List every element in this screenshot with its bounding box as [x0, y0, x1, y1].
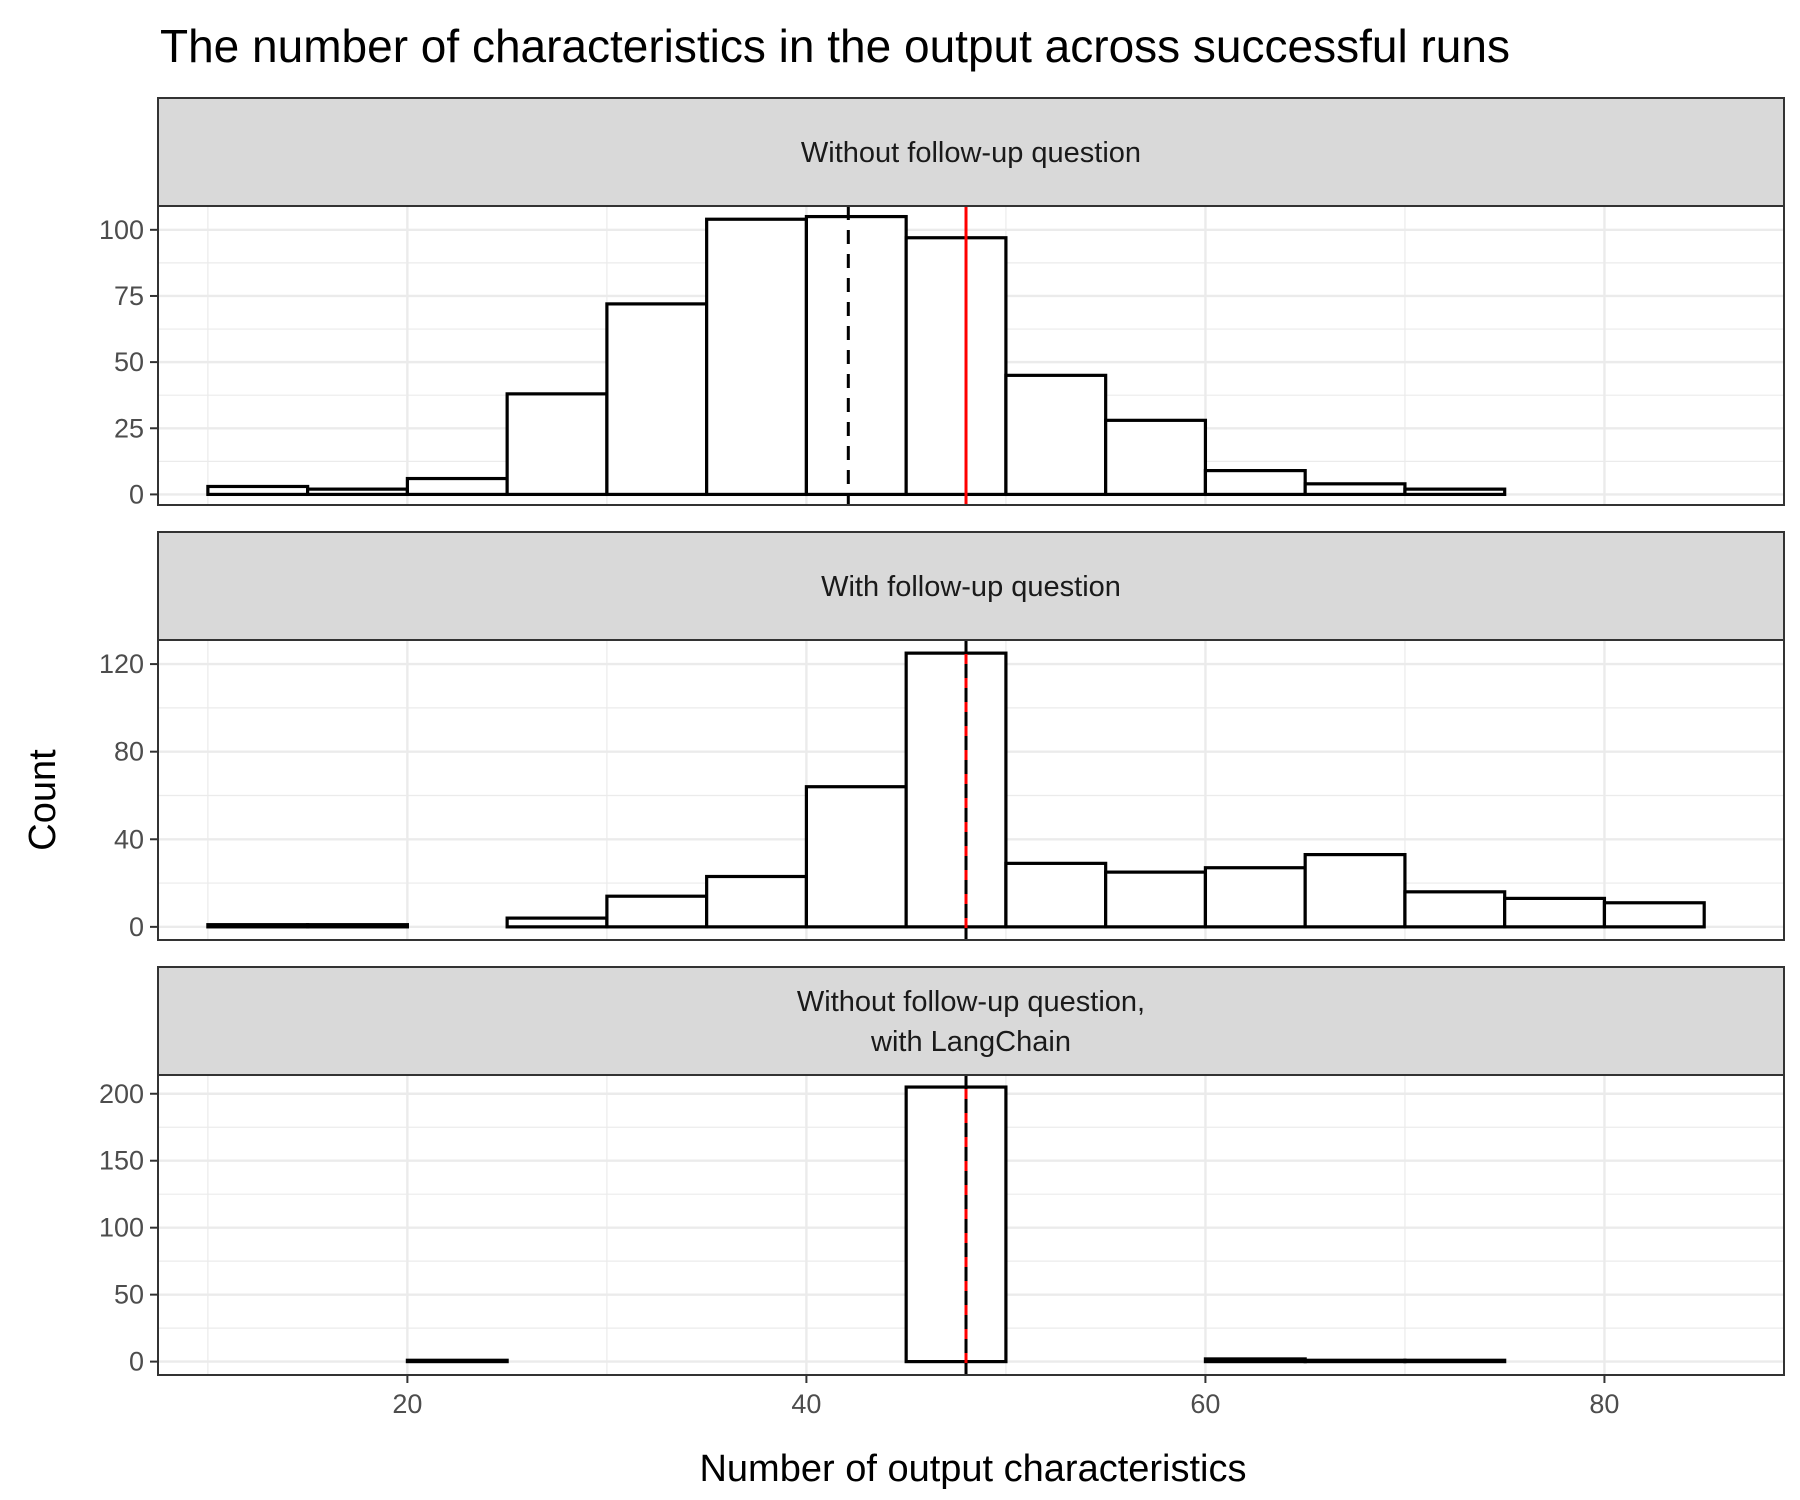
- histogram-bar: [904, 236, 1008, 497]
- x-axis: 20 40 60 80: [392, 1375, 1619, 1419]
- y-tick-label: 0: [129, 479, 144, 509]
- histogram-bar: [605, 894, 709, 929]
- x-tick-label: 20: [392, 1389, 422, 1419]
- histogram-bar: [505, 916, 609, 929]
- histogram-bar: [1303, 1358, 1407, 1364]
- histogram-bar: [1104, 418, 1208, 497]
- histogram-bar: [804, 214, 908, 497]
- histogram-bar: [904, 651, 1008, 929]
- y-tick-label: 0: [129, 912, 144, 942]
- y-tick-label: 80: [114, 737, 144, 767]
- histogram-bar: [804, 785, 908, 929]
- y-tick-label: 0: [129, 1347, 144, 1377]
- facet-strip: [157, 531, 1785, 641]
- histogram-bar: [605, 302, 709, 497]
- facet-strip-label: Without follow-up question,: [797, 986, 1145, 1018]
- y-tick-label: 50: [114, 1280, 144, 1310]
- y-tick-label: 100: [99, 215, 144, 245]
- histogram-bar: [505, 392, 609, 497]
- facet-panel-3: Without follow-up question, with LangChai…: [99, 966, 1785, 1377]
- x-tick-label: 80: [1589, 1389, 1619, 1419]
- y-tick-label: 120: [99, 649, 144, 679]
- x-tick-label: 40: [791, 1389, 821, 1419]
- y-tick-label: 200: [99, 1079, 144, 1109]
- histogram-bar: [1403, 890, 1507, 929]
- facet-strip: [157, 97, 1785, 207]
- histogram-bar: [1503, 896, 1607, 929]
- y-tick-label: 150: [99, 1146, 144, 1176]
- histogram-bar: [1203, 1357, 1307, 1364]
- facet-strip-label: with LangChain: [870, 1026, 1071, 1058]
- histogram-bar: [1602, 901, 1706, 929]
- x-tick-label: 60: [1190, 1389, 1220, 1419]
- histogram-bar: [1203, 866, 1307, 929]
- chart-title: The number of characteristics in the out…: [160, 20, 1510, 72]
- facet-panel-1: Without follow-up question 0 25 50 75 100: [99, 97, 1785, 509]
- facet-panels: Without follow-up question0255075100With…: [99, 97, 1785, 1419]
- y-tick-label: 25: [114, 413, 144, 443]
- histogram-bar: [306, 923, 409, 929]
- y-tick-label: 40: [114, 824, 144, 854]
- histogram-bar: [206, 484, 310, 497]
- histogram-bar: [1403, 1358, 1507, 1364]
- histogram-bar: [405, 1358, 509, 1364]
- y-tick-label: 75: [114, 281, 144, 311]
- histogram-bar: [1303, 482, 1407, 497]
- histogram-bar: [306, 487, 409, 497]
- histogram-bar: [1004, 861, 1108, 929]
- x-axis-title: Number of output characteristics: [699, 1448, 1246, 1490]
- facet-strip-label: With follow-up question: [821, 571, 1121, 603]
- histogram-bar: [1104, 870, 1208, 929]
- histogram-bar: [1303, 852, 1407, 929]
- facet-strip: [157, 966, 1785, 1076]
- facet-strip-label: Without follow-up question: [801, 137, 1141, 169]
- y-tick-label: 100: [99, 1213, 144, 1243]
- panel-border: [157, 639, 1785, 941]
- y-axis-title: Count: [22, 749, 64, 851]
- histogram-bar: [705, 217, 809, 497]
- facet-panel-2: With follow-up question 0 40 80 120: [99, 531, 1785, 942]
- histogram-bar: [1403, 487, 1507, 497]
- y-tick-label: 50: [114, 347, 144, 377]
- histogram-bar: [904, 1085, 1008, 1364]
- histogram-bar: [405, 476, 509, 497]
- histogram-bar: [1004, 373, 1108, 497]
- histogram-bar: [1203, 469, 1307, 497]
- panel-border: [157, 1074, 1785, 1376]
- histogram-bar: [206, 923, 310, 929]
- histogram-bar: [705, 874, 809, 929]
- panel-border: [157, 205, 1785, 506]
